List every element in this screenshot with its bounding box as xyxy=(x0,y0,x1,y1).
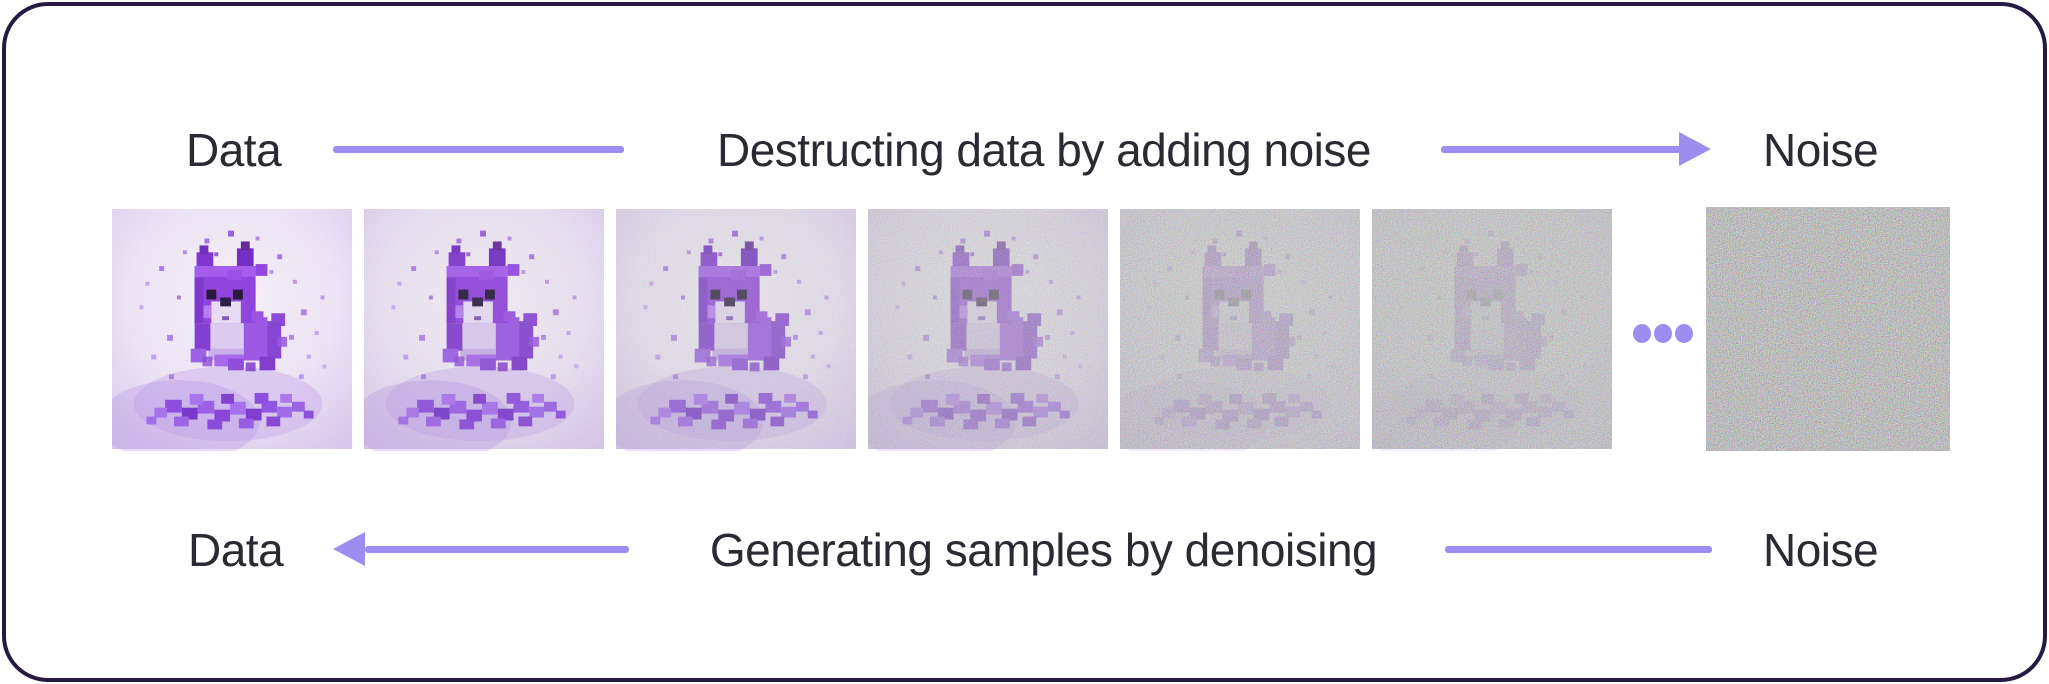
top-left-flow-line xyxy=(333,146,624,153)
bottom-noise-label: Noise xyxy=(1763,524,1879,576)
arrow-shaft xyxy=(1441,145,1681,153)
diffusion-frame-2 xyxy=(364,207,604,451)
bottom-data-label: Data xyxy=(188,524,284,576)
arrow-right-icon xyxy=(1679,132,1711,166)
arrow-shaft xyxy=(365,545,629,553)
top-noise-label: Noise xyxy=(1763,124,1879,176)
diffusion-frame-4 xyxy=(868,207,1108,451)
arrow-left-icon xyxy=(333,532,365,566)
top-flow-title: Destructing data by adding noise xyxy=(717,124,1372,176)
ellipsis xyxy=(1633,324,1695,343)
bottom-right-flow-line xyxy=(1445,546,1712,553)
bottom-left-arrow xyxy=(333,532,629,566)
ellipsis-dot xyxy=(1633,324,1651,343)
top-data-label: Data xyxy=(186,124,282,176)
diffusion-frame-1 xyxy=(112,207,352,451)
diffusion-frame-3 xyxy=(616,207,856,451)
top-right-arrow xyxy=(1441,132,1711,166)
bottom-flow-title: Generating samples by denoising xyxy=(709,524,1378,576)
ellipsis-dot xyxy=(1675,324,1693,343)
diffusion-frame-7 xyxy=(1706,207,1950,451)
diffusion-frame-6 xyxy=(1372,207,1612,451)
diffusion-frame-5 xyxy=(1120,207,1360,451)
ellipsis-dot xyxy=(1654,324,1672,343)
